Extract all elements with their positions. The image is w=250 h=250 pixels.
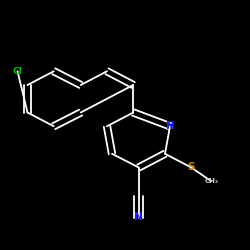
Text: Cl: Cl xyxy=(12,67,22,76)
Text: N: N xyxy=(134,212,143,222)
Text: S: S xyxy=(188,162,195,172)
Text: CH₃: CH₃ xyxy=(204,178,218,184)
Text: N: N xyxy=(166,121,174,131)
